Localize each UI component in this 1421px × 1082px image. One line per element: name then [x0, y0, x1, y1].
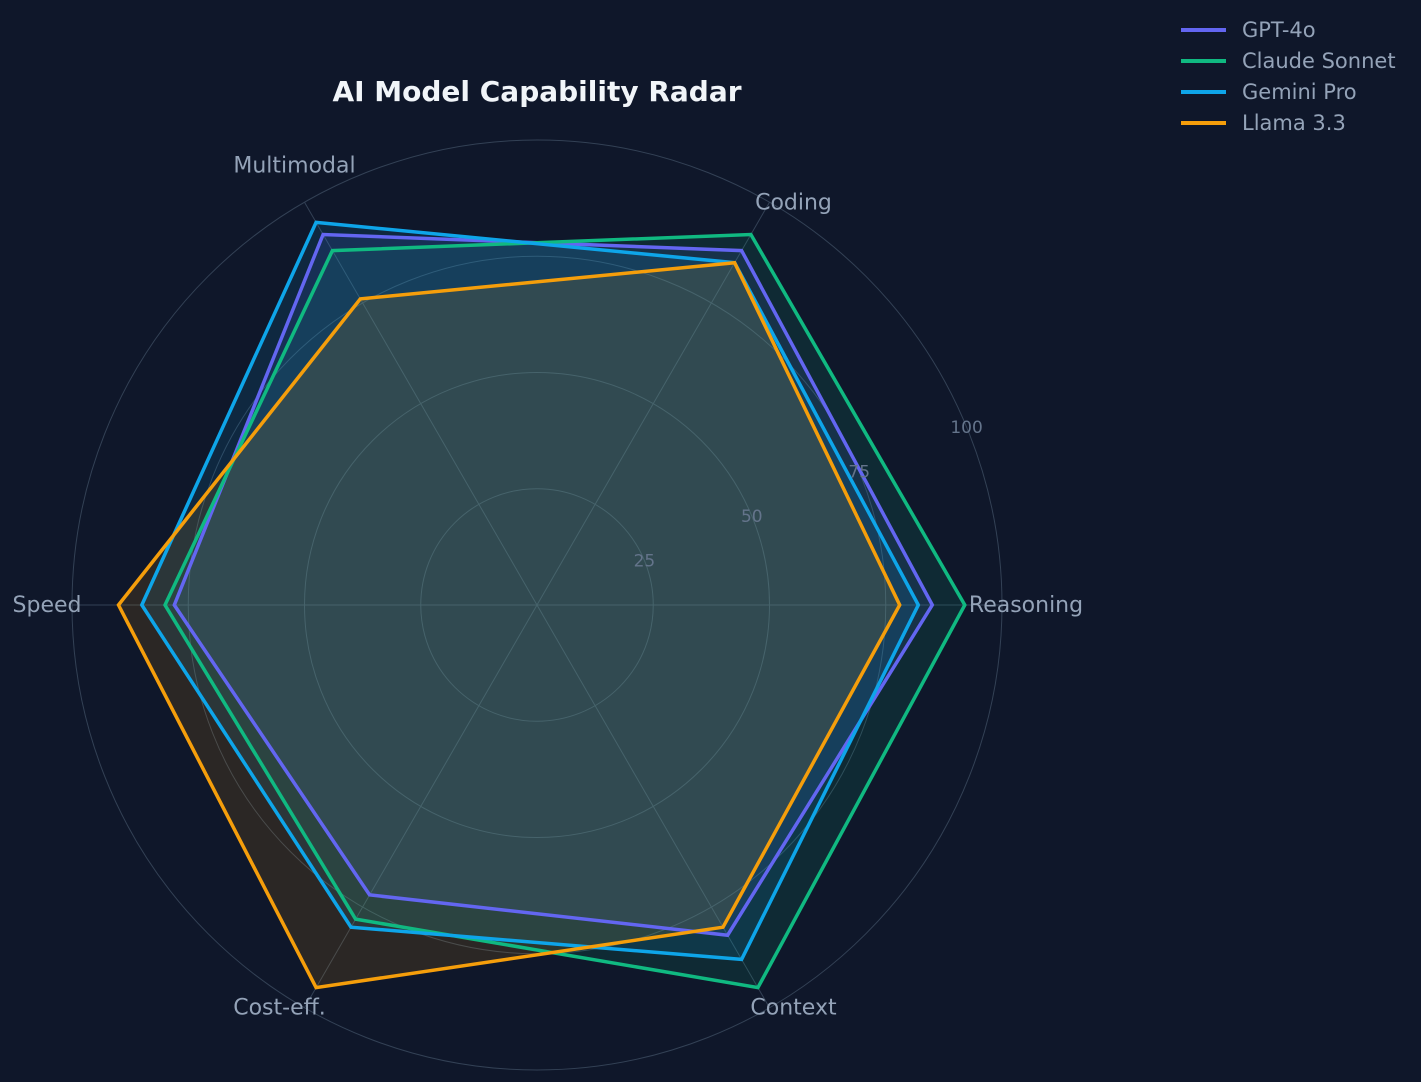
axis-labels: Reasoning Coding Multimodal Speed Cost-eff. C…	[13, 153, 1084, 1020]
series-fills	[118, 222, 965, 988]
axis-label-speed: Speed	[13, 593, 82, 618]
legend-item-claude-sonnet: Claude Sonnet	[1181, 49, 1396, 73]
axis-label-multimodal: Multimodal	[233, 153, 355, 178]
series-line-gpt-4o	[172, 232, 935, 938]
legend-item-gemini-pro: Gemini Pro	[1181, 80, 1357, 104]
axis-label-cost-eff: Cost-eff.	[233, 996, 326, 1021]
spoke-context	[536, 604, 770, 1008]
legend: GPT-4o Claude Sonnet Gemini Pro Llama 3.3	[1181, 18, 1396, 135]
legend-item-llama-3-3: Llama 3.3	[1181, 111, 1346, 135]
series-lines	[116, 220, 967, 990]
axis-label-context: Context	[750, 996, 837, 1021]
radar-grid	[71, 139, 1003, 1071]
series-line-llama-3-3	[116, 260, 902, 990]
axis-label-coding: Coding	[755, 190, 832, 215]
legend-label-claude-sonnet: Claude Sonnet	[1242, 49, 1396, 73]
legend-label-gemini-pro: Gemini Pro	[1242, 80, 1357, 104]
series-fill-llama-3-3	[118, 262, 900, 988]
series-fill-claude-sonnet	[165, 234, 965, 988]
radial-tick-labels: 25 50 75 100	[634, 418, 983, 571]
series-line-claude-sonnet	[163, 232, 967, 990]
series-fill-gpt-4o	[174, 234, 933, 936]
spoke-multimodal	[304, 202, 538, 606]
series-fill-gemini-pro	[141, 222, 919, 960]
tick-label-25: 25	[634, 552, 656, 572]
chart-title: AI Model Capability Radar	[332, 75, 741, 108]
spoke-coding	[536, 202, 770, 606]
legend-label-llama-3-3: Llama 3.3	[1242, 111, 1346, 135]
spoke-cost-eff	[304, 604, 538, 1008]
axis-label-reasoning: Reasoning	[969, 593, 1083, 618]
legend-label-gpt-4o: GPT-4o	[1242, 18, 1316, 42]
tick-label-75: 75	[848, 463, 870, 483]
legend-item-gpt-4o: GPT-4o	[1181, 18, 1316, 42]
tick-label-50: 50	[741, 507, 763, 527]
tick-label-100: 100	[950, 418, 982, 438]
